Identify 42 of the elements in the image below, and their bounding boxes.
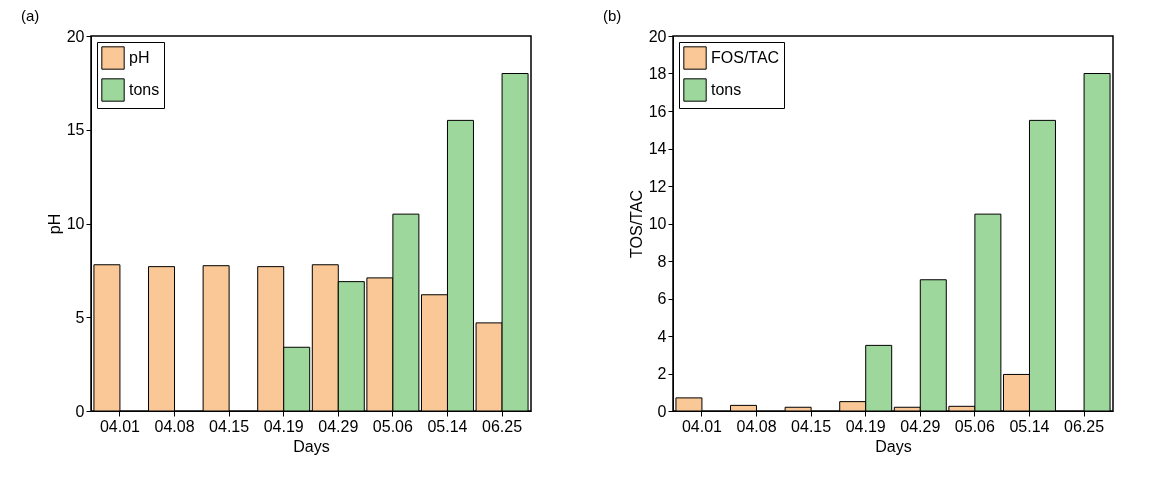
- x-tick-label: 04.19: [263, 417, 304, 435]
- legend-label: FOS/TAC: [711, 49, 780, 66]
- y-tick-label: 6: [657, 290, 667, 307]
- x-axis-title: Days: [293, 437, 330, 455]
- y-tick-label: 14: [648, 140, 667, 157]
- legend-label: pH: [129, 49, 150, 66]
- y-tick-label: 4: [657, 327, 667, 345]
- x-tick-label: 04.15: [209, 417, 250, 435]
- chart-title: (a): [21, 7, 40, 24]
- y-tick-label: 18: [648, 65, 667, 82]
- y-tick-label: 8: [657, 252, 667, 270]
- y-tick-label: 20: [648, 27, 667, 45]
- x-tick-label: 05.06: [954, 417, 995, 435]
- y-tick-label: 10: [648, 215, 667, 232]
- legend-label: tons: [711, 81, 742, 98]
- y-tick-label: 5: [75, 308, 85, 326]
- y-tick-label: 16: [648, 102, 667, 120]
- x-tick-label: 04.08: [736, 417, 777, 435]
- y-tick-label: 15: [66, 121, 85, 139]
- x-tick-label: 04.01: [99, 417, 141, 435]
- y-tick-label: 2: [657, 365, 667, 382]
- x-tick-label: 04.08: [154, 417, 195, 435]
- x-tick-label: 05.14: [427, 417, 468, 435]
- x-tick-label: 06.25: [1064, 417, 1105, 435]
- x-tick-label: 05.06: [372, 417, 413, 435]
- x-tick-label: 04.01: [681, 417, 723, 435]
- y-tick-label: 0: [657, 402, 667, 420]
- y-axis-title: TOS/TAC: [627, 190, 645, 258]
- legend-label: tons: [129, 81, 160, 98]
- x-tick-label: 06.25: [482, 417, 523, 435]
- chart-title: (b): [603, 7, 622, 24]
- x-tick-label: 04.29: [900, 417, 941, 435]
- x-tick-label: 04.19: [845, 417, 886, 435]
- y-tick-label: 10: [66, 215, 85, 232]
- y-tick-label: 0: [75, 402, 85, 420]
- x-tick-label: 05.14: [1009, 417, 1050, 435]
- x-axis-title: Days: [875, 437, 912, 455]
- y-tick-label: 12: [648, 177, 667, 195]
- y-axis-title: pH: [45, 213, 63, 235]
- x-tick-label: 04.29: [318, 417, 359, 435]
- y-tick-label: 20: [66, 27, 85, 45]
- x-tick-label: 04.15: [791, 417, 832, 435]
